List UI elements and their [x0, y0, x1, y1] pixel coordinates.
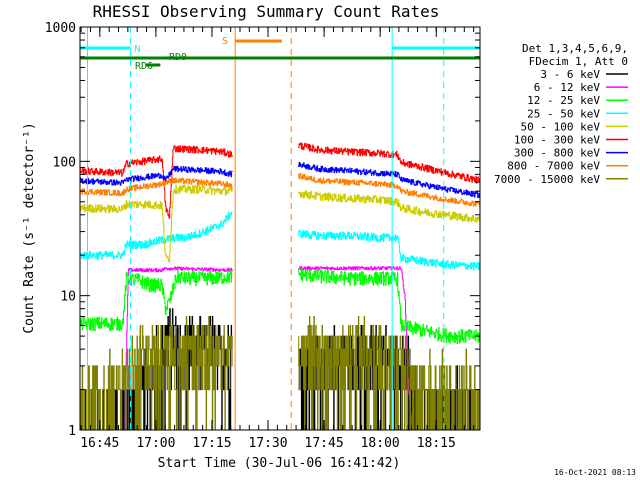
legend-label-1: 6 - 12 keV	[534, 81, 601, 94]
plot-timestamp: 16-Oct-2021 08:13	[554, 468, 636, 477]
series-line-5-seg-0	[80, 145, 233, 219]
series-line-3-seg-0	[80, 211, 233, 260]
x-tick-label-0: 16:45	[80, 436, 119, 451]
y-axis-label: Count Rate (s⁻¹ detector⁻¹)	[22, 122, 37, 333]
series-line-5-seg-1	[298, 142, 480, 184]
y-tick-label-3: 1000	[45, 21, 76, 36]
series-line-8-seg-1	[298, 316, 480, 430]
series-line-1-seg-0	[124, 266, 233, 430]
series-line-7-seg-1	[298, 173, 480, 207]
x-axis-label: Start Time (30-Jul-06 16:41:42)	[158, 456, 401, 471]
flag-label-rd6: RD6	[135, 61, 153, 72]
series-line-4-seg-1	[298, 190, 480, 223]
series-line-1-seg-1	[298, 266, 413, 429]
legend-label-7: 800 - 7000 keV	[507, 160, 600, 173]
series-line-6-seg-1	[298, 162, 480, 198]
y-tick-label-1: 10	[60, 290, 76, 305]
flag-label-s: S	[222, 36, 228, 47]
legend-header-0: Det 1,3,4,5,6,9,	[522, 42, 628, 55]
y-tick-label-2: 100	[53, 155, 76, 170]
legend-label-2: 12 - 25 keV	[527, 94, 600, 107]
legend-label-3: 25 - 50 keV	[527, 107, 600, 120]
y-tick-label-0: 1	[68, 424, 76, 439]
legend-label-6: 300 - 800 keV	[514, 147, 600, 160]
plot-frame	[79, 26, 481, 431]
x-tick-label-2: 17:15	[192, 436, 231, 451]
series-line-4-seg-0	[80, 184, 233, 263]
x-tick-label-5: 18:00	[361, 436, 400, 451]
x-tick-label-6: 18:15	[417, 436, 456, 451]
legend-label-0: 3 - 6 keV	[540, 68, 600, 81]
chart-title: RHESSI Observing Summary Count Rates	[93, 2, 440, 21]
series-line-2-seg-0	[80, 269, 233, 332]
x-tick-label-1: 17:00	[136, 436, 175, 451]
x-tick-label-3: 17:30	[248, 436, 287, 451]
legend-label-4: 50 - 100 keV	[521, 120, 601, 133]
legend-label-8: 7000 - 15000 keV	[494, 173, 600, 186]
series-line-2-seg-1	[298, 268, 480, 344]
series-line-6-seg-0	[80, 165, 233, 186]
series-line-8-seg-0	[80, 316, 233, 430]
legend-header-1: FDecim 1, Att 0	[529, 55, 628, 68]
series-line-7-seg-0	[80, 177, 233, 197]
legend-label-5: 100 - 300 keV	[514, 134, 600, 147]
flag-label-rd0: RD0	[169, 52, 187, 63]
x-tick-label-4: 17:45	[305, 436, 344, 451]
flag-label-n: N	[134, 44, 140, 55]
series-line-3-seg-1	[298, 230, 480, 271]
